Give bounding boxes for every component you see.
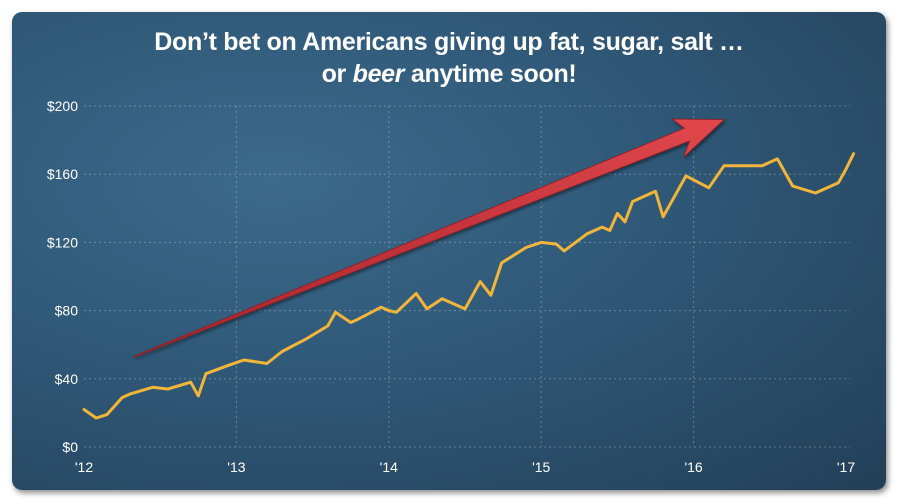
x-tick-label: '12: [75, 459, 93, 475]
trend-arrow-shape: [133, 118, 726, 358]
line-chart: Don’t bet on Americans giving up fat, su…: [47, 28, 856, 475]
chart-title-line1: Don’t bet on Americans giving up fat, su…: [154, 28, 743, 56]
trend-arrow: [133, 118, 726, 358]
series-line: [82, 152, 856, 420]
series-layer: [82, 152, 856, 420]
chart-panel: Don’t bet on Americans giving up fat, su…: [12, 12, 886, 490]
y-tick-label: $80: [55, 303, 79, 319]
x-tick-label: '16: [684, 459, 702, 475]
grid: [84, 105, 850, 448]
y-tick-label: $160: [47, 166, 78, 182]
chart-title-line2: or beer anytime soon!: [322, 60, 577, 88]
x-tick-label: '14: [380, 459, 398, 475]
y-tick-label: $200: [47, 98, 78, 114]
x-tick-label: '15: [532, 459, 550, 475]
y-tick-label: $120: [47, 234, 78, 250]
y-tick-label: $0: [62, 439, 78, 455]
y-tick-label: $40: [55, 371, 79, 387]
axis-ticks: $0 $40 $80 $120 $160 $200 '12 '13 '14 '15 '16 '17: [47, 98, 855, 475]
x-tick-label: '17: [837, 459, 855, 475]
x-tick-label: '13: [227, 459, 245, 475]
